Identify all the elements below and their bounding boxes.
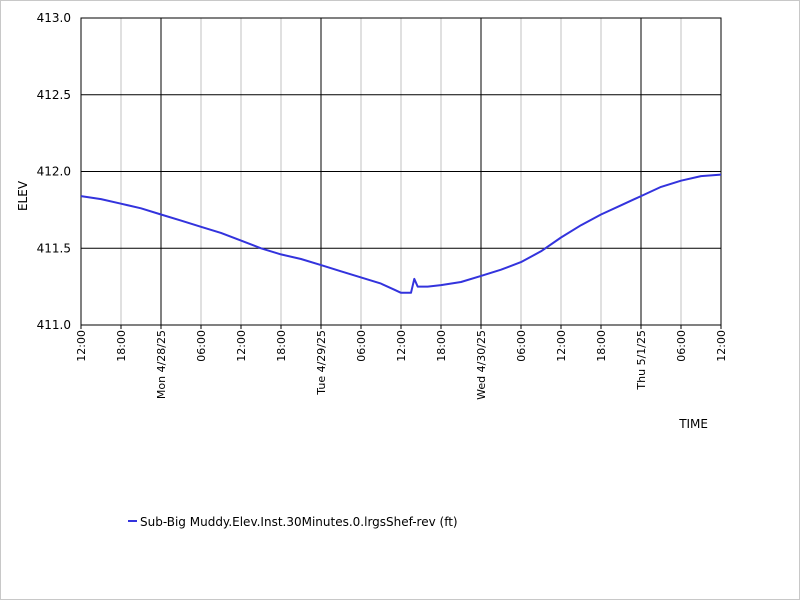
y-tick-label: 412.5 bbox=[37, 88, 71, 102]
y-tick-label: 413.0 bbox=[37, 11, 71, 25]
major-gridlines bbox=[81, 18, 721, 325]
x-tick-label: 18:00 bbox=[595, 330, 608, 362]
y-tick-label: 412.0 bbox=[37, 165, 71, 179]
x-tick-label: Tue 4/29/25 bbox=[315, 330, 328, 396]
x-tick-label: 06:00 bbox=[515, 330, 528, 362]
x-tick-label: Mon 4/28/25 bbox=[155, 330, 168, 399]
x-axis-label: TIME bbox=[678, 417, 708, 431]
x-tick-label: 12:00 bbox=[75, 330, 88, 362]
y-axis-label: ELEV bbox=[16, 180, 30, 211]
series-line-elevation bbox=[80, 173, 722, 294]
x-tick-label: 12:00 bbox=[395, 330, 408, 362]
y-axis-ticks: 413.0 412.5 412.0 411.5 411.0 bbox=[37, 11, 71, 332]
y-tick-label: 411.0 bbox=[37, 318, 71, 332]
x-tick-label: 12:00 bbox=[715, 330, 728, 362]
x-tick-label: 12:00 bbox=[235, 330, 248, 362]
y-tick-label: 411.5 bbox=[37, 241, 71, 255]
x-tick-label: 06:00 bbox=[355, 330, 368, 362]
x-tick-label: 18:00 bbox=[115, 330, 128, 362]
x-axis-ticks: 12:00 18:00 Mon 4/28/25 06:00 12:00 18:00 Tue … bbox=[75, 325, 728, 400]
x-tick-label: 06:00 bbox=[675, 330, 688, 362]
x-tick-label: 06:00 bbox=[195, 330, 208, 362]
x-tick-label: Thu 5/1/25 bbox=[635, 330, 648, 391]
legend-label: Sub-Big Muddy.Elev.Inst.30Minutes.0.lrgs… bbox=[140, 515, 458, 529]
x-tick-label: 12:00 bbox=[555, 330, 568, 362]
x-tick-label: Wed 4/30/25 bbox=[475, 330, 488, 400]
x-tick-label: 18:00 bbox=[275, 330, 288, 362]
x-tick-label: 18:00 bbox=[435, 330, 448, 362]
